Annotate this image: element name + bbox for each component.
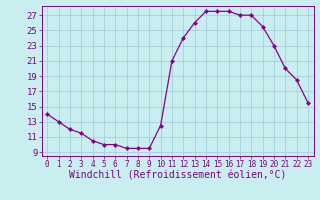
X-axis label: Windchill (Refroidissement éolien,°C): Windchill (Refroidissement éolien,°C)	[69, 171, 286, 181]
